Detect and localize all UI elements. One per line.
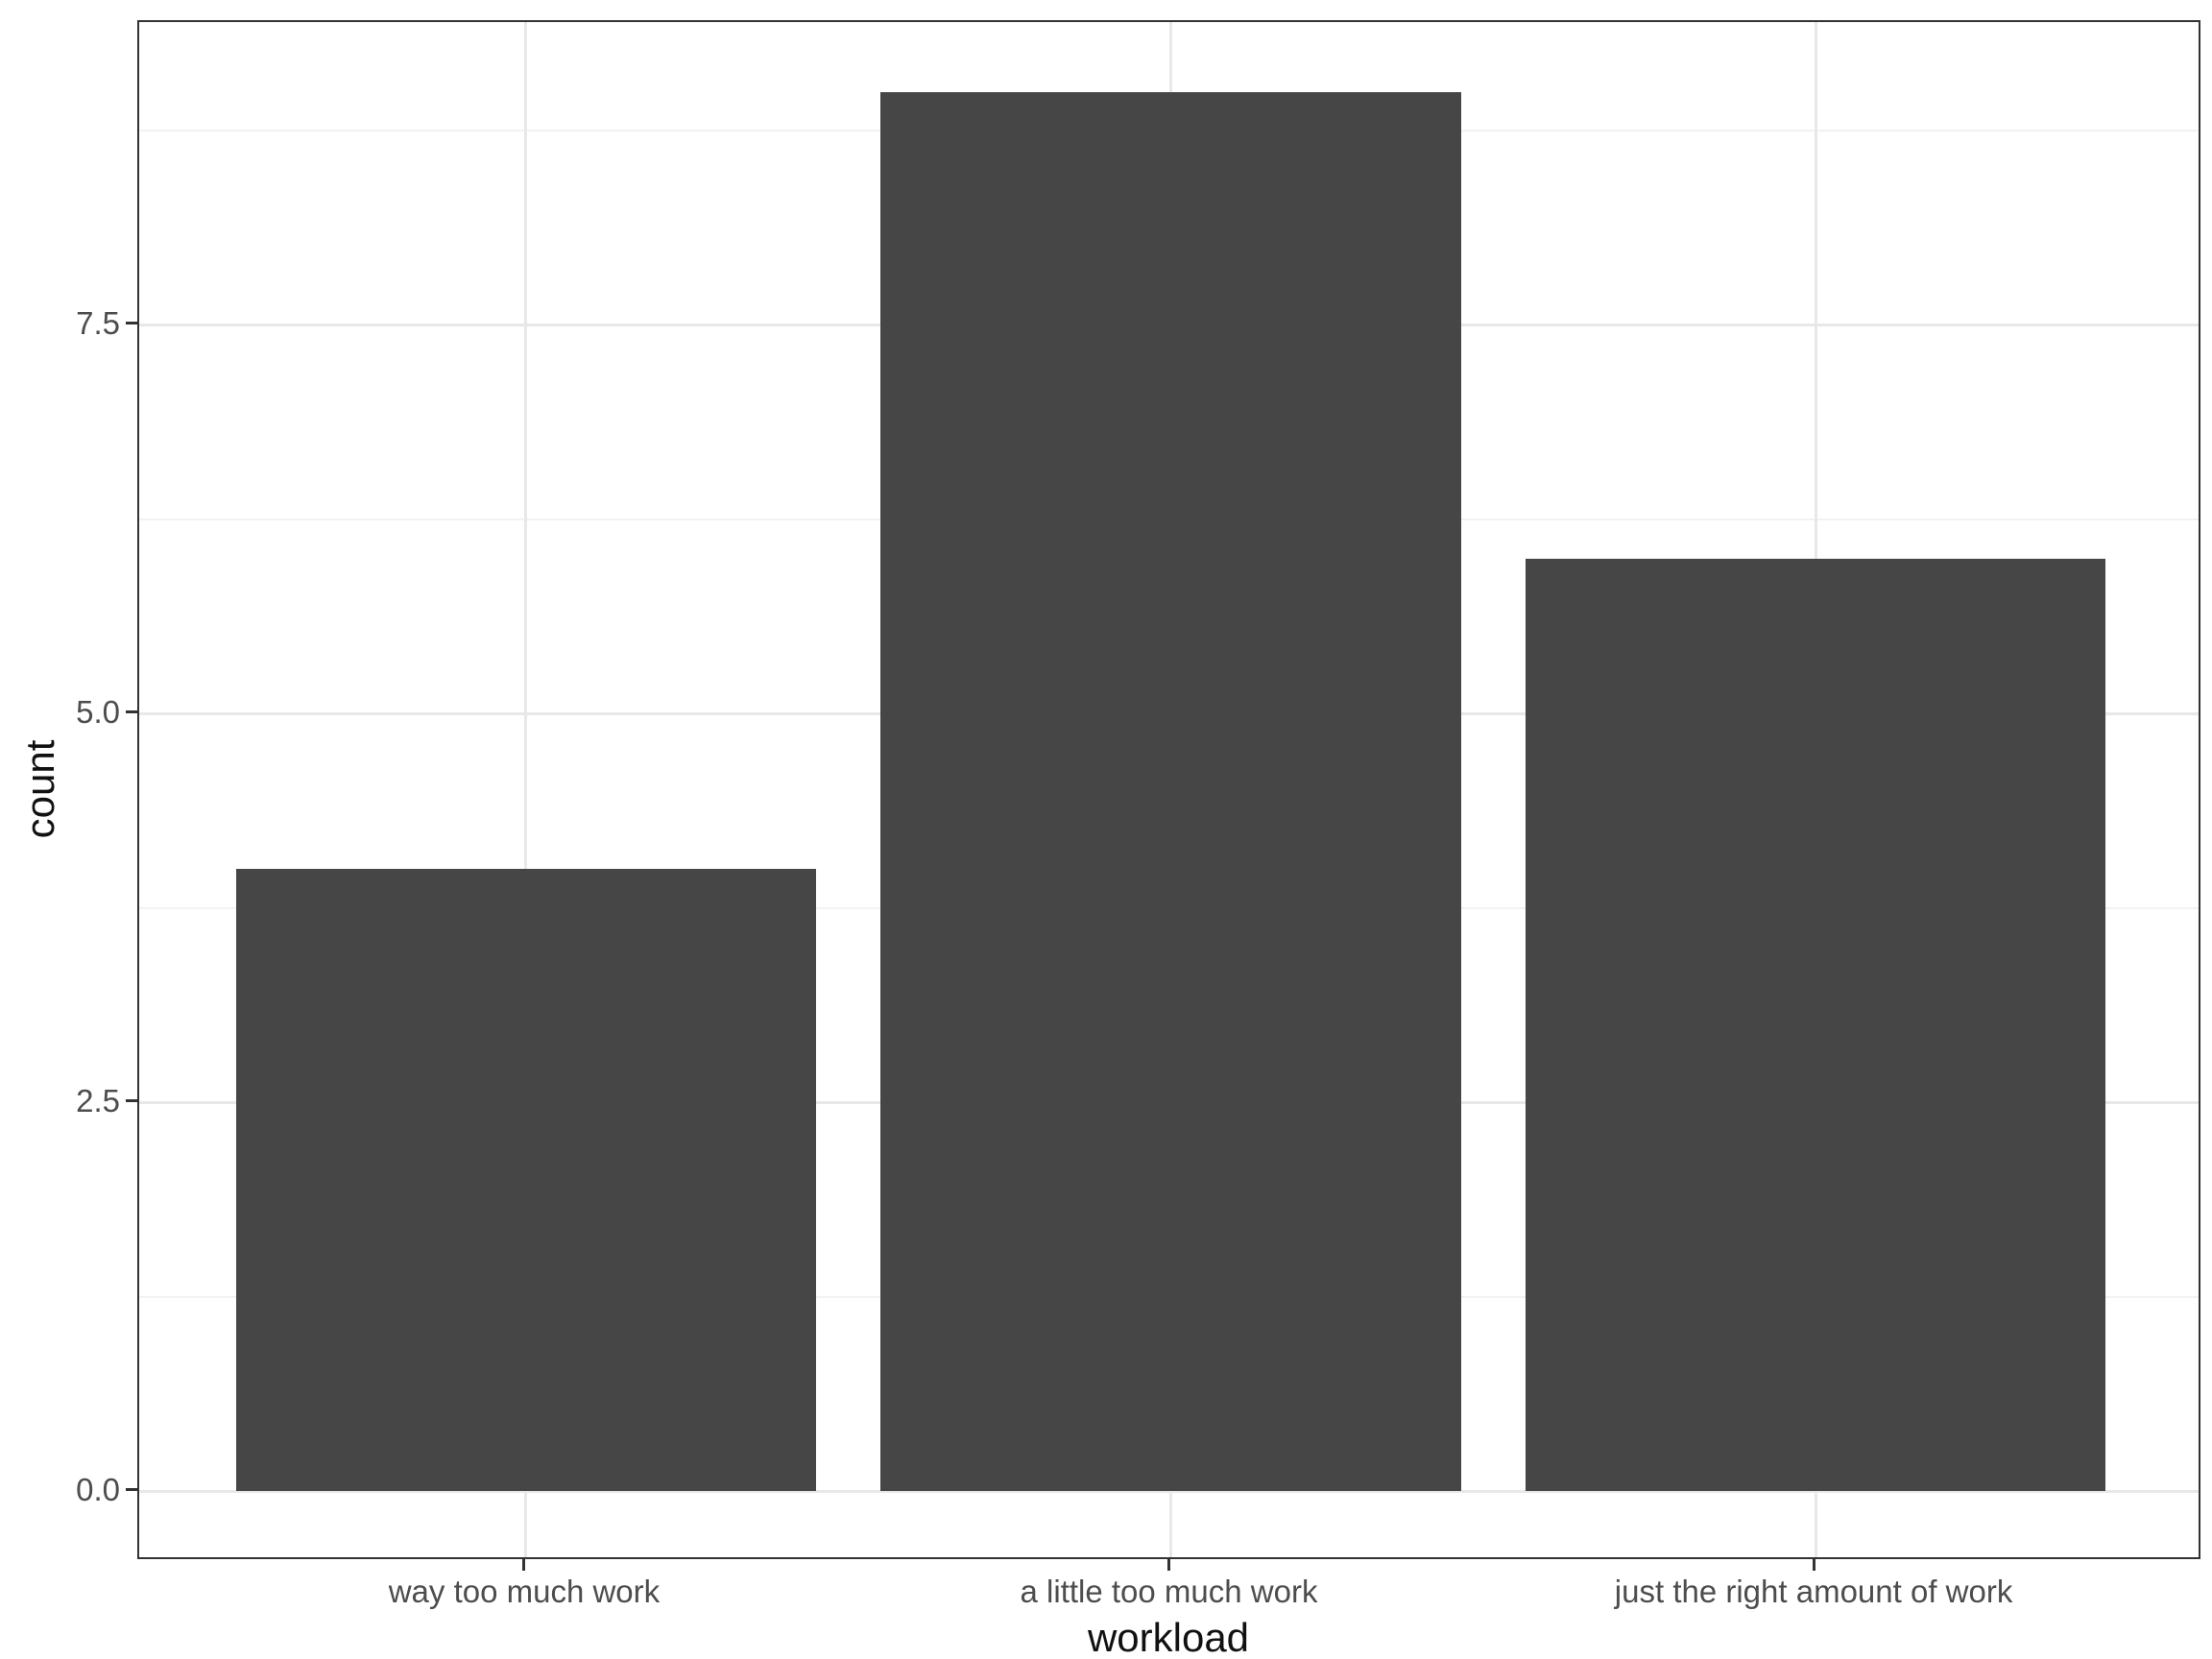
x-tick-mark: [1167, 1559, 1170, 1571]
y-tick-label: 2.5: [76, 1082, 120, 1118]
bar-way-too-much-work: [235, 869, 817, 1492]
bar-just-the-right-amount-of-work: [1525, 558, 2106, 1492]
y-tick-mark: [126, 1098, 137, 1102]
bar-a-little-too-much-work: [880, 91, 1461, 1492]
x-tick-mark: [1812, 1559, 1815, 1571]
y-tick-mark: [126, 322, 137, 325]
y-tick-label: 5.0: [76, 694, 120, 731]
vertical-gridline: [524, 22, 528, 1557]
x-tick-mark: [522, 1559, 526, 1571]
major-gridline: [139, 1489, 2199, 1493]
y-tick-label: 7.5: [76, 305, 120, 342]
x-tick-label: way too much work: [388, 1574, 661, 1609]
y-axis-title: count: [17, 739, 62, 839]
x-tick-label: a little too much work: [1020, 1574, 1318, 1609]
x-tick-label: just the right amount of work: [1614, 1574, 2013, 1609]
y-tick-label: 0.0: [76, 1471, 120, 1507]
plot-panel: [137, 20, 2200, 1559]
y-tick-mark: [126, 710, 137, 714]
x-axis-title: workload: [1087, 1615, 1250, 1659]
y-tick-mark: [126, 1487, 137, 1491]
